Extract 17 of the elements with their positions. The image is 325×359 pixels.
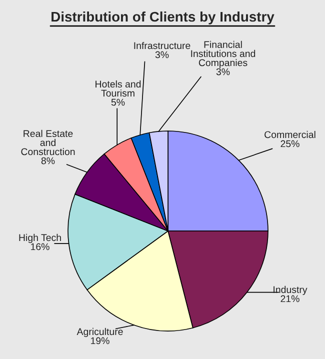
chart-title: Distribution of Clients by Industry bbox=[52, 11, 274, 24]
slice-label: Infrastructure bbox=[134, 42, 190, 50]
data-label: 25% bbox=[280, 140, 300, 148]
slice-label: Real Estate and Construction bbox=[21, 130, 75, 156]
data-label: 19% bbox=[91, 337, 110, 344]
data-label: 3% bbox=[155, 51, 169, 58]
slice-label: High Tech bbox=[19, 234, 61, 243]
data-label: 21% bbox=[280, 295, 300, 302]
slice-label: Hotels and Tourism bbox=[96, 80, 141, 97]
data-label: 8% bbox=[41, 157, 55, 164]
slice-label: Agriculture bbox=[76, 328, 123, 337]
data-label: 5% bbox=[111, 98, 125, 106]
data-label: 3% bbox=[216, 68, 230, 76]
slice-label: Financial Institutions and Companies bbox=[191, 40, 256, 68]
slice-label: Commercial bbox=[264, 130, 316, 138]
slice-label: Industry bbox=[274, 286, 308, 295]
data-label: 16% bbox=[31, 243, 50, 250]
